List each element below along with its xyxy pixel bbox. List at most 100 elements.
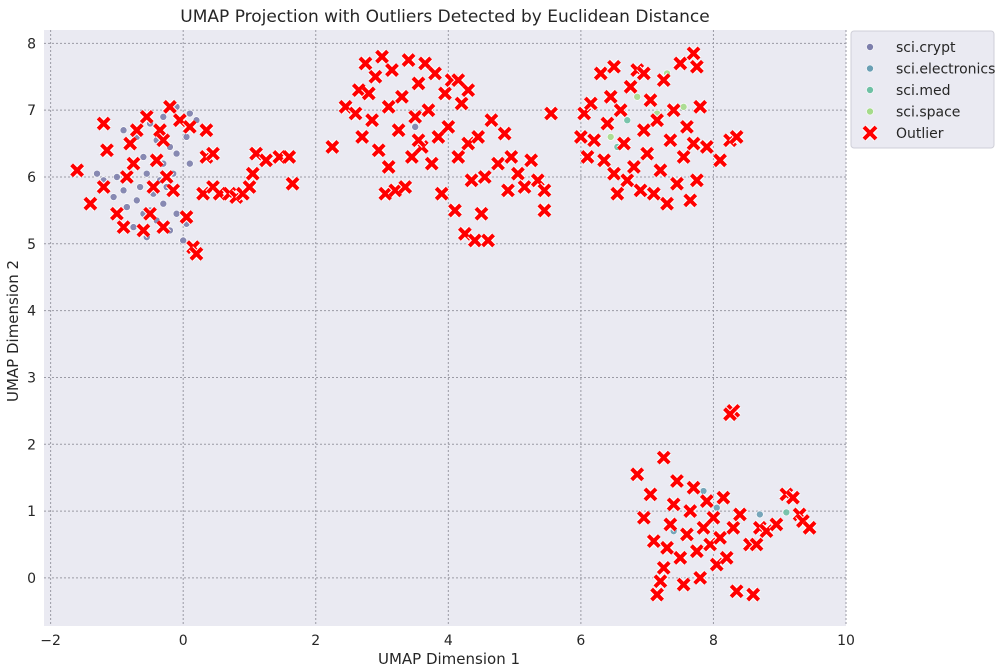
outlier-marker [606,166,622,182]
outlier-marker [729,583,745,599]
outlier-marker [596,152,612,168]
outlier-marker [437,85,453,102]
outlier-marker [616,135,632,152]
outlier-marker [682,503,698,519]
legend-label-sci-space: sci.space [896,105,960,121]
x-tick-label: 4 [444,633,453,649]
outlier-marker [679,119,695,135]
outlier-marker [699,493,715,509]
outlier-marker [530,172,546,188]
outlier-marker [626,159,642,175]
outlier-marker [390,122,407,138]
point-sci-crypt [123,203,131,211]
outlier-marker [165,182,181,198]
outlier-marker [692,570,708,586]
outlier-marker [579,149,596,165]
outlier-marker [689,59,705,75]
point-sci-med [623,116,632,125]
outlier-marker [543,105,559,122]
outlier-marker [397,179,413,195]
y-tick-label: 0 [27,571,36,587]
y-tick-label: 6 [27,170,36,186]
outlier-marker [188,246,205,262]
point-sci-electronics [712,503,721,512]
outlier-marker [384,62,400,78]
y-tick-label: 3 [27,370,36,386]
outlier-marker [284,176,301,192]
outlier-marker [410,75,427,92]
outlier-marker [467,232,483,249]
outlier-marker [381,159,397,175]
outlier-marker [463,172,480,188]
outlier-marker [613,102,629,118]
outlier-marker [649,112,665,128]
y-tick-label: 5 [27,237,36,253]
chart-title: UMAP Projection with Outliers Detected b… [180,7,709,27]
point-sci-space [633,93,642,101]
outlier-marker [374,49,390,65]
point-sci-crypt [142,169,151,178]
outlier-marker [732,506,748,523]
outlier-marker [629,466,645,482]
outlier-marker [205,145,221,162]
outlier-marker [158,169,175,185]
outlier-marker [387,182,403,198]
point-sci-crypt [132,196,141,205]
outlier-marker [503,149,519,165]
outlier-marker [573,129,589,145]
outlier-marker [606,59,622,75]
outlier-marker [145,179,161,195]
outlier-marker [516,179,533,195]
outlier-marker [649,586,665,603]
outlier-marker [450,72,466,88]
point-sci-crypt [139,153,148,161]
outlier-marker [672,55,688,72]
point-sci-crypt [159,113,168,121]
legend-marker-sci-crypt [866,43,874,51]
outlier-marker [420,102,437,118]
outlier-marker [364,112,380,128]
outlier-marker [410,132,427,148]
outlier-marker [745,586,761,603]
outlier-marker [440,119,456,135]
outlier-marker [152,122,168,138]
outlier-marker [666,102,682,118]
legend-label-sci-med: sci.med [896,83,950,99]
outlier-marker [679,526,695,543]
outlier-marker [99,142,115,158]
outlier-marker [632,182,649,198]
outlier-marker [135,222,152,239]
legend-marker-outlier [861,124,879,142]
outlier-marker [692,99,708,115]
outlier-marker [659,540,675,556]
outlier-marker [699,139,715,155]
outlier-marker [351,82,367,98]
outlier-marker [241,179,258,195]
point-sci-crypt [186,159,194,168]
outlier-marker [258,152,274,168]
outlier-marker [480,232,496,249]
outlier-marker [119,169,135,185]
outlier-marker [652,162,669,178]
outlier-marker [722,406,738,422]
outlier-marker [245,166,261,182]
outlier-marker [178,209,195,225]
outlier-marker [719,550,735,566]
outlier-marker [453,95,470,112]
outlier-marker [685,135,702,152]
outlier-marker [725,520,741,536]
point-sci-crypt [186,109,194,118]
outlier-marker [642,92,659,108]
outlier-marker [381,99,397,115]
outlier-marker [427,65,443,82]
y-tick-label: 4 [27,304,36,320]
outlier-marker [447,202,463,219]
point-sci-crypt [182,133,191,141]
outlier-marker [609,186,625,202]
outlier-marker [430,129,446,145]
point-sci-space [606,133,615,141]
outlier-marker [646,186,662,202]
outlier-marker [155,132,171,148]
outlier-marker [510,166,526,182]
x-tick-label: 2 [311,633,320,649]
